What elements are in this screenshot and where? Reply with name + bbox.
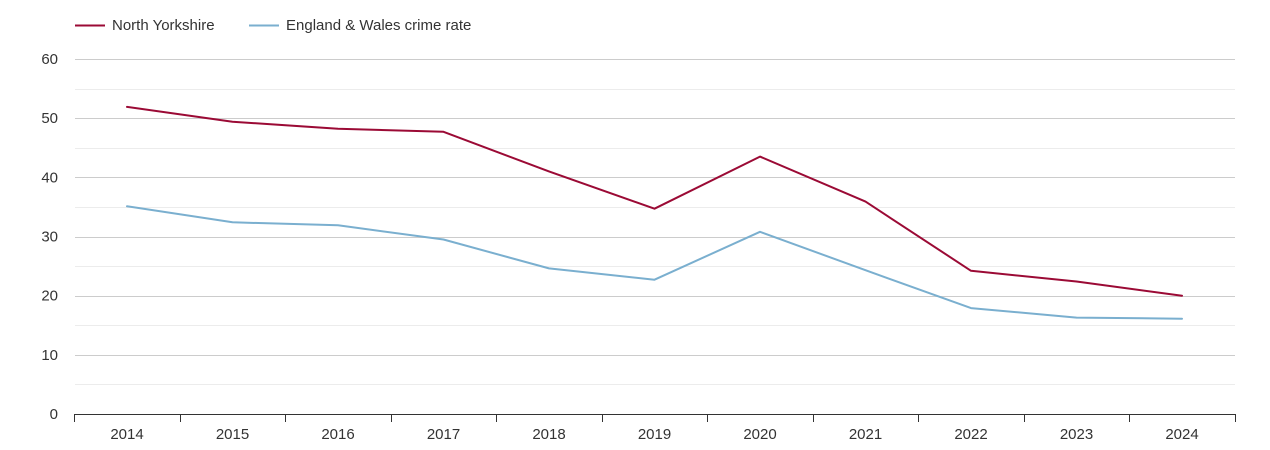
x-tick-label: 2017 [427,426,460,443]
y-tick-label: 50 [41,110,58,127]
series-lines [126,105,1183,320]
x-tick-label: 2015 [216,426,249,443]
series-line-1 [126,205,1183,320]
legend: North Yorkshire England & Wales crime rat… [75,17,471,34]
x-tick-label: 2014 [110,426,143,443]
axes: 0 10 20 30 40 50 60 2014 2015 2016 2017 2018 2019 202… [41,51,1236,443]
y-tick-label: 40 [41,169,58,186]
y-tick-label: 60 [41,51,58,68]
x-tick-label: 2024 [1165,426,1198,443]
x-tick-label: 2022 [954,426,987,443]
x-tick-label: 2021 [849,426,882,443]
y-tick-label: 10 [41,347,58,364]
x-tick-label: 2016 [321,426,354,443]
x-tick-label: 2019 [638,426,671,443]
x-tick-label: 2023 [1060,426,1093,443]
grid-lines [75,59,1235,385]
legend-label-1: England & Wales crime rate [286,17,471,34]
y-tick-label: 20 [41,288,58,305]
legend-label-0: North Yorkshire [112,17,215,34]
y-tick-label: 30 [41,229,58,246]
y-tick-label: 0 [50,406,58,423]
series-line-0 [126,105,1183,297]
x-tick-label: 2020 [743,426,776,443]
x-tick-label: 2018 [532,426,565,443]
